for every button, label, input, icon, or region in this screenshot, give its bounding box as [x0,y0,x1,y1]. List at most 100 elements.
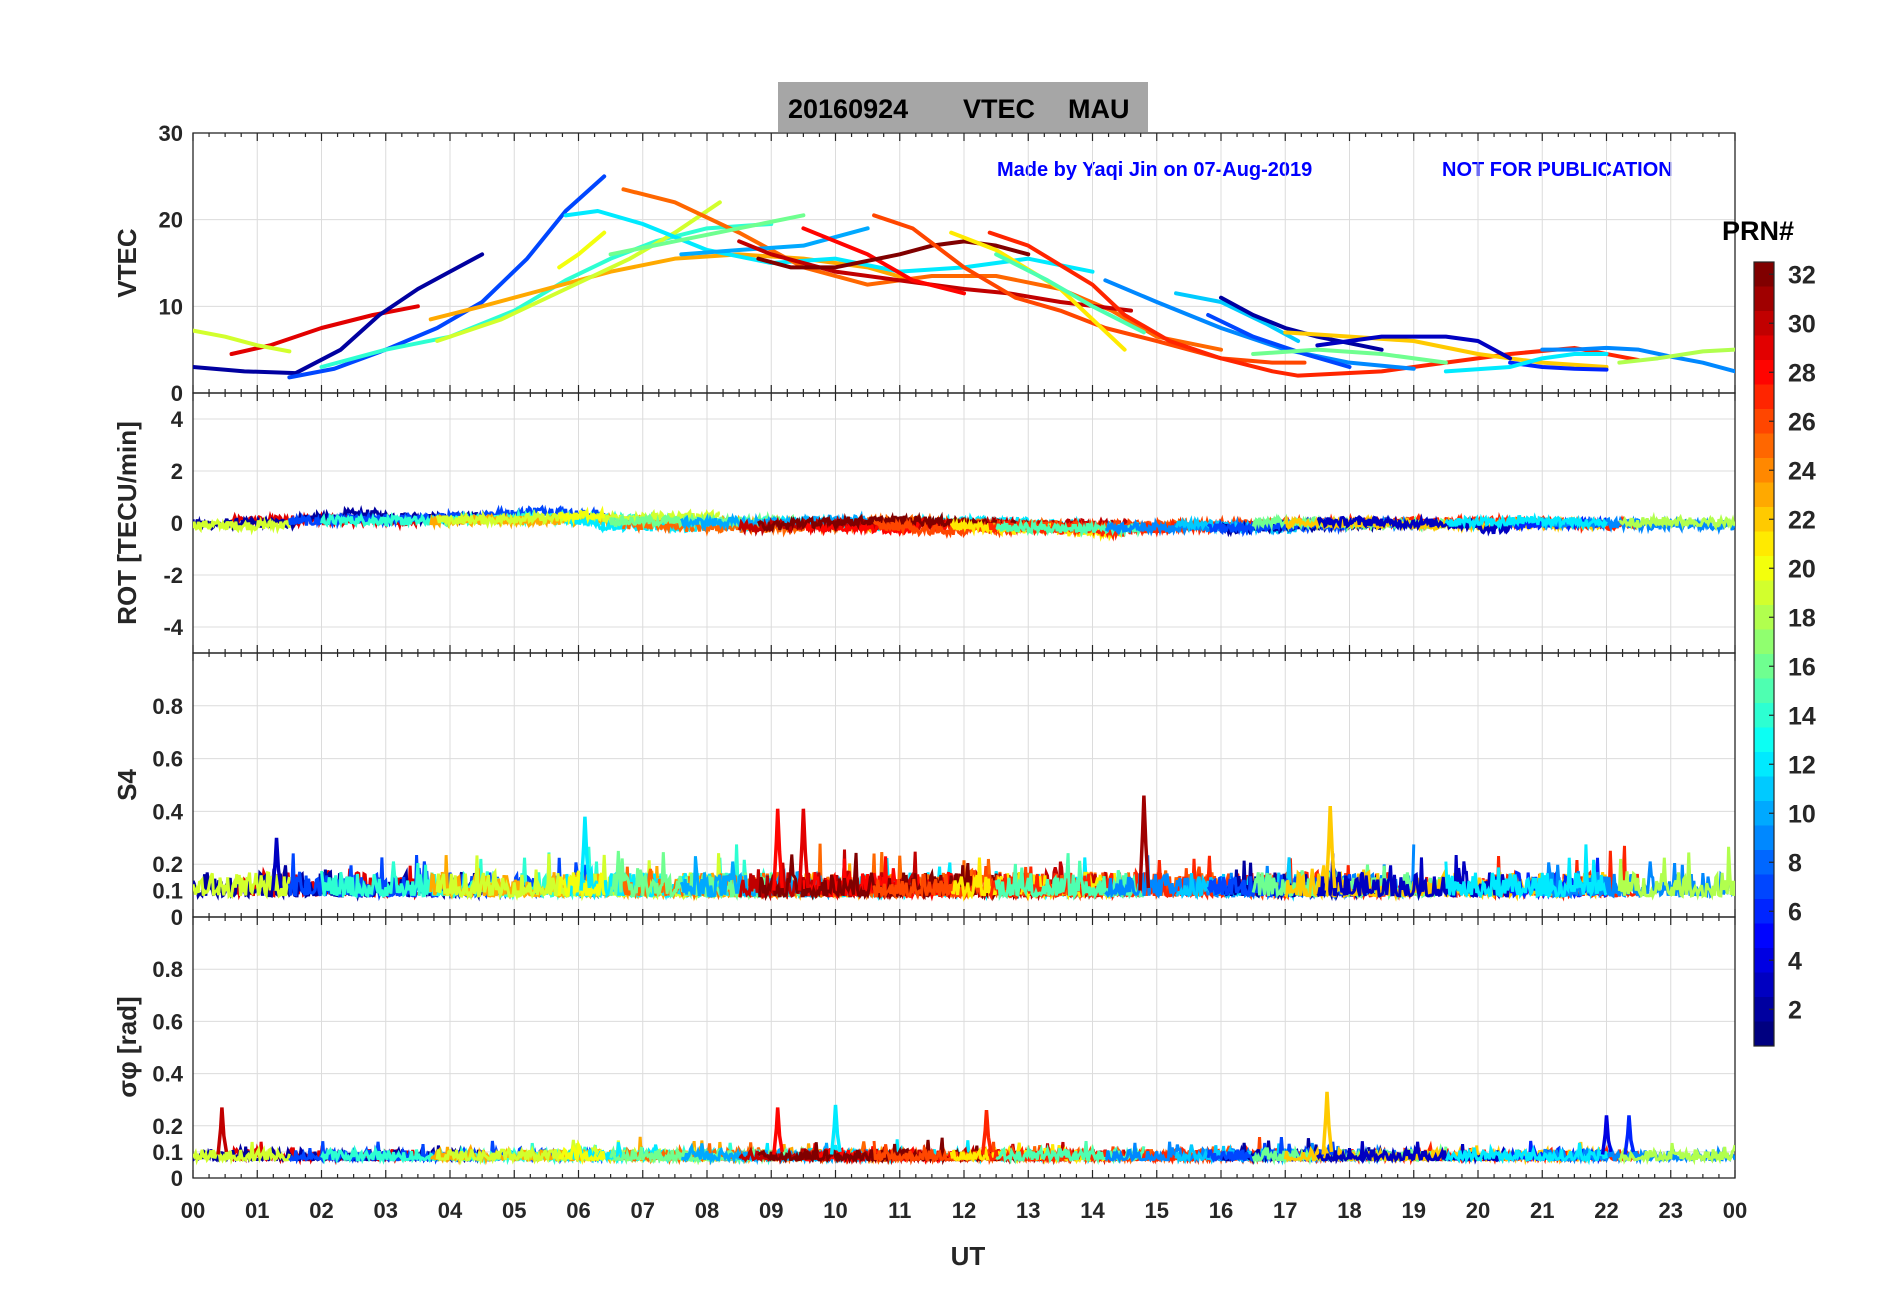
colorbar-swatch [1754,556,1774,581]
colorbar-swatch [1754,580,1774,606]
colorbar-swatch [1754,409,1774,434]
colorbar-swatch [1754,262,1774,287]
vtec-series-prn-9 [1540,345,1735,374]
data-vtec [193,174,1735,380]
vtec-series-prn-29 [229,304,420,356]
y-tick-label: 0.2 [152,852,183,877]
title-background [778,82,1148,132]
y-tick-label: 2 [171,459,183,484]
rot-series-prn-10 [680,510,870,533]
x-tick-label: 10 [823,1198,847,1223]
credit-author: Made by Yaqi Jin on 07-Aug-2019 [997,159,1312,181]
s4-peak-prn-31 [1138,795,1151,891]
y-tick-label: 0 [171,511,183,536]
title-station: MAU [1068,94,1130,124]
data-rot [193,504,1735,542]
x-tick-label: 19 [1402,1198,1426,1223]
vtec-series-prn-32 [756,239,1031,270]
sigma_phi-series-prn-3 [1316,1141,1512,1165]
colorbar-swatch [1754,899,1774,924]
data-sigma_phi [193,1091,1735,1166]
x-tick-label: 11 [888,1198,911,1223]
colorbar-tick-label: 28 [1788,359,1816,387]
y-tick-label: 10 [159,294,183,319]
colorbar-tick-label: 20 [1788,555,1816,583]
colorbar-swatch [1754,948,1774,973]
y-tick-label: 0.6 [152,747,183,772]
x-tick-label: 02 [309,1198,333,1223]
sigma_phi-peak-prn-6 [1623,1115,1636,1155]
vtec-series-prn-6 [1508,360,1609,372]
colorbar-swatch [1754,678,1774,704]
vtec-series-prn-12 [1443,352,1609,374]
s4-peak-prn-28 [772,808,784,891]
vtec-series-prn-11 [1174,291,1301,343]
vtec-series-prn-16 [608,213,806,257]
colorbar-swatch [1754,654,1774,679]
vtec-series-prn-26 [872,213,1307,365]
x-tick-label: 13 [1016,1198,1040,1223]
rot-series-prn-12 [1444,512,1608,533]
colorbar-swatch [1754,997,1774,1022]
vtec-series-prn-18 [1617,347,1735,365]
vtec-series-prn-15 [994,252,1146,335]
x-tick-label: 03 [374,1198,398,1223]
colorbar-swatch [1754,531,1774,557]
x-tick-label: 00 [1723,1198,1747,1223]
vtec-series-prn-25 [621,187,1223,352]
x-tick-label: 17 [1273,1198,1297,1223]
y-tick-label: 0.1 [152,1140,183,1165]
colorbar-swatch [1754,727,1774,753]
colorbar-swatch [1754,850,1774,875]
data-s4 [193,795,1735,902]
x-tick-label: 01 [245,1198,269,1223]
colorbar-tick-label: 14 [1788,702,1816,730]
colorbar-swatch [1754,433,1774,459]
sigma_phi-peak-prn-4 [1600,1115,1613,1155]
x-tick-label: 14 [1080,1198,1105,1223]
colorbar-tick-label: 16 [1788,653,1816,681]
colorbar-tick-label: 22 [1788,506,1816,534]
x-tick-label: 04 [438,1198,463,1223]
y-tick-label: 0.1 [152,879,183,904]
x-tick-label: 06 [566,1198,590,1223]
x-tick-label: 09 [759,1198,783,1223]
colorbar-tick-label: 4 [1788,947,1802,975]
y-axis-label-sigma_phi: σφ [rad] [112,996,142,1097]
sigma_phi-peak-prn-12 [829,1104,842,1155]
title-block: 20160924 VTEC MAU [778,82,1148,132]
sigma_phi-series-prn-20 [557,1139,606,1166]
vtec-series-prn-28 [801,226,966,296]
vtec-series-prn-9 [1103,278,1416,371]
x-tick-label: 16 [1209,1198,1233,1223]
vtec-series-prn-20 [557,230,607,270]
colorbar-swatch [1754,286,1774,312]
s4-series-prn-18 [1617,846,1735,901]
sigma_phi-series-prn-12 [1444,1142,1608,1166]
colorbar-swatch [1754,1021,1774,1047]
colorbar-tick-label: 12 [1788,751,1816,779]
colorbar-tick-label: 6 [1788,898,1802,926]
colorbar-swatch [1754,703,1774,728]
y-tick-label: 20 [159,208,183,233]
vtec-series-prn-2 [193,252,485,376]
colorbar-swatch [1754,923,1774,949]
s4-peak-prn-3 [270,837,283,891]
vtec-series-prn-16 [1251,347,1448,365]
x-tick-label: 00 [181,1198,205,1223]
x-tick-label: 12 [952,1198,976,1223]
y-tick-label: 0 [171,381,183,406]
x-tick-label: 23 [1659,1198,1683,1223]
vtec-series-prn-19 [193,328,292,354]
vtec-series-prn-7 [1206,313,1352,369]
rot-series-prn-19 [193,516,291,536]
sigma_phi-peak-prn-28 [772,1107,784,1155]
x-tick-label: 05 [502,1198,526,1223]
panel-rot: -4 -2 0 2 4 ROT [TECU/min] [112,392,1736,654]
colorbar-swatch [1754,825,1774,851]
colorbar-swatch [1754,874,1774,900]
colorbar-swatch [1754,384,1774,410]
colorbar-title: PRN# [1722,216,1794,246]
colorbar-tick-label: 18 [1788,604,1816,632]
